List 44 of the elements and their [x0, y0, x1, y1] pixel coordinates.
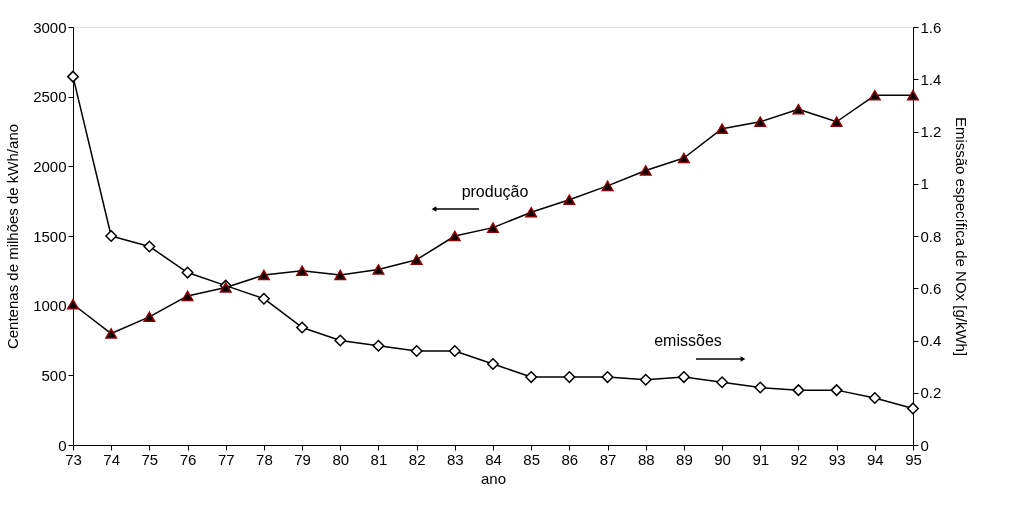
x-tick-label: 89: [676, 450, 693, 468]
x-tick-label: 94: [866, 450, 884, 468]
x-tick-label: 82: [408, 450, 426, 468]
x-tick-label: 93: [828, 450, 846, 468]
x-tick-label: 85: [523, 450, 541, 468]
x-tick-label: 78: [256, 450, 273, 468]
y2-tick-label: 1: [920, 175, 929, 193]
annotation: emissões: [654, 332, 722, 349]
x-tick-label: 95: [905, 450, 922, 468]
y-axis-title: Centenas de milhões de kWh/ano: [4, 123, 22, 350]
x-tick-label: 80: [332, 450, 350, 468]
x-tick-label: 87: [599, 450, 617, 468]
y-tick-label: 500: [41, 366, 67, 384]
y-tick-label: 2000: [33, 157, 67, 175]
y-tick-label: 3000: [33, 18, 67, 36]
y2-tick-label: 1.2: [920, 123, 942, 140]
x-tick-label: 91: [752, 450, 770, 468]
y2-tick-label: 1.6: [920, 18, 942, 36]
y2-tick-label: 0.8: [920, 227, 942, 245]
x-tick-label: 90: [714, 450, 731, 468]
x-tick-label: 83: [446, 450, 464, 468]
x-tick-label: 76: [179, 450, 197, 468]
x-tick-label: 75: [141, 450, 159, 468]
y2-tick-label: 0.6: [920, 279, 942, 297]
y-tick-label: 2500: [33, 88, 67, 106]
x-tick-label: 74: [103, 450, 121, 468]
y-tick-label: 1500: [33, 227, 67, 245]
y2-tick-label: 0.2: [920, 384, 942, 402]
y-tick-label: 0: [58, 436, 67, 454]
x-tick-label: 73: [65, 450, 82, 468]
x-tick-label: 79: [294, 450, 311, 468]
x-tick-label: 81: [370, 450, 388, 468]
y2-tick-label: 1.4: [920, 70, 942, 88]
y2-tick-label: 0: [920, 436, 929, 454]
x-tick-label: 92: [790, 450, 808, 468]
y2-axis-title: Emissão específica de NOx [g/kWh]: [953, 116, 971, 357]
annotation: produção: [461, 183, 529, 200]
x-tick-label: 88: [637, 450, 655, 468]
x-tick-label: 84: [485, 450, 502, 468]
x-tick-label: 86: [561, 450, 579, 468]
y-tick-label: 1000: [33, 297, 67, 315]
x-axis-title: ano: [480, 469, 507, 487]
y2-tick-label: 0.4: [920, 332, 942, 349]
x-tick-label: 77: [217, 450, 235, 468]
